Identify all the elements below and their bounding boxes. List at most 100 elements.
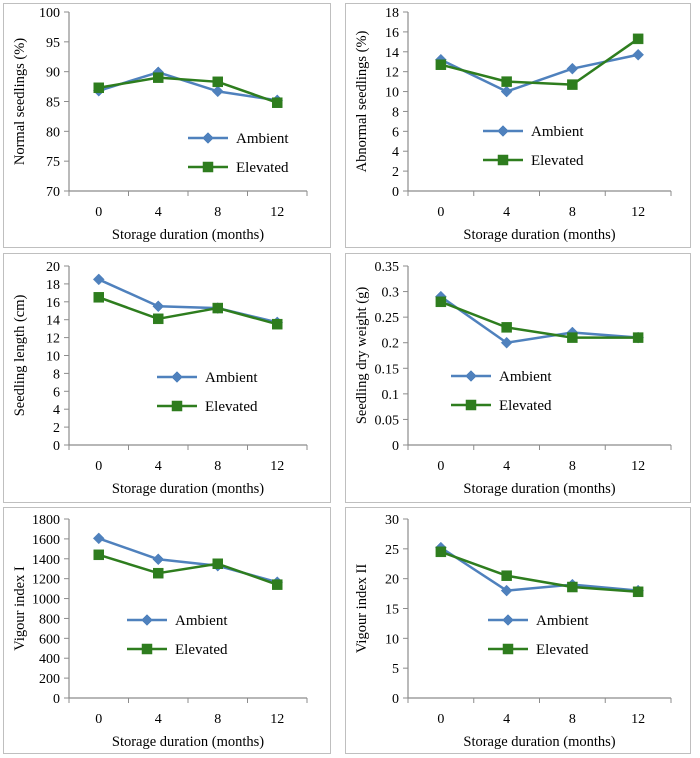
y-tick-label: 1800: [32, 513, 60, 528]
y-tick-label: 0: [53, 692, 60, 707]
legend-marker: [202, 161, 214, 173]
x-tick-label: 12: [631, 205, 645, 220]
chart-frame: [3, 507, 331, 754]
y-axis-title: Abnormal seedlings (%): [354, 30, 370, 172]
x-tick-label: 0: [437, 712, 444, 727]
series-elevated: [93, 292, 283, 330]
data-point: [153, 313, 164, 325]
y-tick-label: 20: [385, 573, 399, 588]
legend-marker: [497, 154, 509, 166]
legend-marker: [502, 614, 514, 626]
series-elevated: [435, 296, 644, 343]
legend-item-elevated: Elevated: [451, 398, 552, 414]
x-tick-label: 8: [214, 205, 221, 220]
y-tick-label: 80: [46, 125, 60, 140]
y-tick-label: 10: [385, 632, 399, 647]
y-tick-label: 14: [46, 314, 60, 329]
data-point: [435, 296, 447, 308]
series-ambient: [92, 66, 284, 107]
y-tick-label: 75: [46, 155, 60, 170]
series-line: [440, 550, 639, 594]
series-elevated: [93, 72, 283, 108]
y-tick-label: 85: [46, 96, 60, 111]
y-tick-label: 0: [392, 185, 399, 200]
data-point: [435, 546, 447, 558]
x-tick-label: 8: [569, 205, 576, 220]
data-point: [632, 332, 644, 343]
legend-label: Elevated: [536, 642, 589, 658]
legend-marker: [171, 400, 183, 412]
x-tick-label: 4: [155, 459, 162, 474]
data-point: [212, 558, 223, 569]
y-tick-label: 0.05: [375, 413, 400, 428]
y-tick-label: 6: [392, 125, 399, 140]
chart-panel-middle-right: 0 0.05 0.1 0.15 0.2 0.25 0.3 0.35 0 4 8 12 Storage d…: [345, 253, 691, 503]
chart-panel-middle-left: 0 2 4 6 8 10 12 14 16 18 20 0 4 8 12 Storage duration (…: [3, 253, 331, 503]
data-point: [566, 62, 579, 75]
data-point: [500, 584, 513, 597]
y-tick-label: 1000: [32, 593, 60, 608]
x-tick-label: 8: [214, 712, 221, 727]
legend-label: Elevated: [499, 398, 552, 414]
y-axis-title: Vigour index I: [12, 566, 28, 651]
y-axis-title: Vigour index II: [354, 564, 370, 654]
x-tick-label: 0: [437, 459, 444, 474]
data-point: [92, 532, 105, 545]
y-tick-label: 8: [53, 367, 60, 382]
data-point: [272, 97, 283, 108]
y-tick-label: 1400: [32, 553, 60, 568]
y-tick-label: 200: [39, 672, 60, 687]
series-line: [440, 37, 639, 86]
x-tick-label: 0: [95, 459, 102, 474]
y-tick-label: 10: [385, 86, 399, 101]
data-point: [567, 332, 578, 343]
chart-frame: [3, 3, 331, 248]
x-tick-label: 12: [270, 205, 284, 220]
legend-item-elevated: Elevated: [127, 642, 228, 658]
series-line: [440, 295, 639, 344]
data-point: [501, 322, 512, 333]
y-tick-label: 1600: [32, 533, 60, 548]
legend-item-elevated: Elevated: [488, 642, 589, 658]
chart-panel-bottom-left: 0 200 400 600 800 1000 1200 1400 1600 1800 0 4 8 12 St…: [3, 507, 331, 754]
chart-frame: [3, 253, 331, 503]
y-tick-label: 25: [385, 543, 399, 558]
legend-marker: [171, 371, 183, 383]
y-tick-label: 0.3: [382, 286, 400, 301]
x-tick-label: 4: [503, 712, 510, 727]
legend-marker: [202, 132, 214, 144]
y-tick-label: 600: [39, 632, 60, 647]
y-tick-label: 0: [392, 439, 399, 454]
x-tick-label: 8: [569, 712, 576, 727]
y-tick-label: 0: [392, 692, 399, 707]
x-tick-label: 4: [503, 459, 510, 474]
y-tick-label: 18: [385, 6, 399, 21]
data-point: [632, 586, 644, 598]
x-tick-label: 0: [95, 205, 102, 220]
y-tick-label: 10: [46, 350, 60, 365]
legend-item-elevated: Elevated: [483, 153, 584, 169]
legend-label: Ambient: [175, 613, 228, 629]
series-line: [98, 76, 278, 104]
x-tick-label: 4: [155, 712, 162, 727]
legend-label: Ambient: [536, 613, 589, 629]
data-point: [567, 79, 578, 90]
y-tick-label: 0: [53, 439, 60, 454]
data-point: [152, 300, 165, 313]
series-elevated: [93, 549, 283, 590]
data-point: [211, 85, 224, 98]
legend-marker: [497, 125, 509, 137]
y-tick-label: 0.35: [375, 260, 400, 275]
legend-label: Ambient: [236, 131, 289, 147]
legend: Ambient Elevated: [157, 370, 258, 415]
y-tick-label: 4: [392, 145, 399, 160]
legend: Ambient Elevated: [483, 124, 584, 169]
data-point: [212, 76, 223, 88]
y-tick-label: 90: [46, 66, 60, 81]
legend-item-elevated: Elevated: [157, 399, 258, 415]
y-axis-title: Seedling dry weight (g): [354, 287, 370, 424]
series-ambient: [92, 273, 284, 329]
x-tick-label: 12: [631, 459, 645, 474]
y-tick-label: 400: [39, 652, 60, 667]
legend-marker: [465, 370, 477, 382]
